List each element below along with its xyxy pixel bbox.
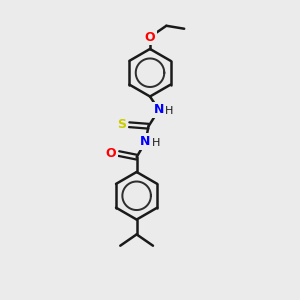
Text: S: S — [117, 118, 126, 131]
Text: O: O — [105, 147, 116, 160]
Text: H: H — [165, 106, 173, 116]
Text: N: N — [140, 135, 151, 148]
Text: O: O — [145, 31, 155, 44]
Text: H: H — [152, 138, 160, 148]
Text: N: N — [154, 103, 164, 116]
